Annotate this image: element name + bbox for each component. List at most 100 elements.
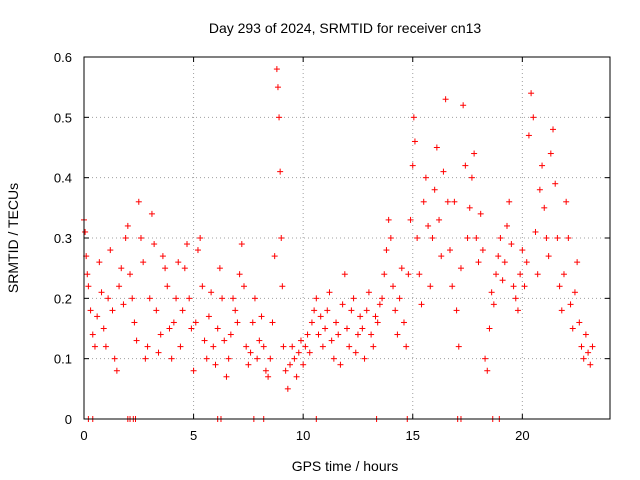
x-tick-label: 0 [80, 428, 87, 443]
data-point [273, 66, 280, 73]
data-point [203, 355, 210, 362]
data-point [311, 307, 318, 314]
data-point [319, 343, 326, 350]
data-point [146, 295, 153, 302]
data-point [363, 307, 370, 314]
data-point [381, 271, 388, 278]
data-point [462, 162, 469, 169]
data-point [133, 337, 140, 344]
data-point [523, 259, 530, 266]
data-point [585, 349, 592, 356]
data-point [528, 90, 535, 97]
data-point [107, 247, 114, 254]
data-point [221, 337, 228, 344]
data-point [94, 313, 101, 320]
data-point [291, 355, 298, 362]
data-point [464, 235, 471, 241]
data-point [175, 259, 182, 266]
data-point [530, 114, 537, 121]
data-point [422, 174, 429, 181]
data-point [536, 186, 543, 193]
data-point [274, 84, 281, 91]
data-point [392, 307, 399, 314]
data-point [357, 313, 364, 320]
data-point [359, 325, 366, 332]
data-point [295, 349, 302, 356]
data-point [102, 343, 109, 350]
data-point [508, 241, 515, 248]
data-point [179, 307, 186, 314]
data-point [519, 247, 526, 254]
data-point [127, 271, 134, 278]
data-point [503, 222, 510, 229]
data-point [333, 319, 340, 326]
data-point [534, 271, 541, 278]
data-point [506, 198, 513, 205]
data-point [569, 325, 576, 332]
data-point [420, 198, 427, 205]
data-point [219, 295, 226, 302]
data-point [322, 325, 329, 332]
data-point [493, 271, 500, 278]
data-point [398, 265, 405, 272]
data-point [414, 235, 421, 241]
data-point [411, 138, 418, 145]
data-point [287, 361, 294, 368]
data-point [387, 235, 394, 241]
data-point [234, 319, 241, 326]
data-point [346, 343, 353, 350]
data-point [543, 235, 550, 241]
data-point [98, 289, 105, 296]
data-point [131, 319, 138, 326]
data-point [550, 126, 557, 133]
data-point [484, 367, 491, 374]
data-point [124, 222, 131, 229]
data-point [497, 235, 504, 241]
data-point [164, 283, 171, 290]
data-point [560, 271, 567, 278]
data-point [578, 343, 585, 350]
data-point [304, 331, 311, 338]
data-point [416, 271, 423, 278]
data-point [279, 283, 286, 290]
data-point [308, 319, 315, 326]
data-point [89, 331, 96, 338]
chart-title: Day 293 of 2024, SRMTID for receiver cn1… [209, 20, 482, 36]
data-point [341, 271, 348, 278]
data-point [326, 289, 333, 296]
x-tick-label: 20 [515, 428, 529, 443]
data-point [370, 343, 377, 350]
axis-ticks: 0 5 10 15 20 0 0.1 0.2 0.3 0.4 0.5 0.6 [54, 50, 610, 443]
data-point [396, 295, 403, 302]
data-point [558, 307, 565, 314]
data-point [212, 361, 219, 368]
data-point [425, 222, 432, 229]
data-point [337, 361, 344, 368]
data-point [258, 313, 265, 320]
data-point [276, 114, 283, 121]
data-point [394, 331, 401, 338]
data-point [589, 343, 596, 350]
data-point [122, 235, 129, 241]
data-point [565, 235, 572, 241]
y-tick-label: 0 [65, 412, 72, 427]
data-point [407, 216, 414, 223]
data-point [186, 295, 193, 302]
data-point [545, 253, 552, 260]
data-point [352, 349, 359, 356]
y-tick-label: 0.2 [54, 291, 72, 306]
data-point [477, 210, 484, 217]
data-point [269, 319, 276, 326]
data-point [210, 343, 217, 350]
data-point [431, 186, 438, 193]
y-tick-label: 0.6 [54, 50, 72, 65]
data-point [521, 283, 528, 290]
data-point [100, 325, 107, 332]
data-point [148, 210, 155, 217]
data-point [580, 355, 587, 362]
data-point [457, 265, 464, 272]
data-point [440, 168, 447, 175]
data-point [547, 150, 554, 157]
data-point [436, 216, 443, 223]
data-point [525, 132, 532, 139]
